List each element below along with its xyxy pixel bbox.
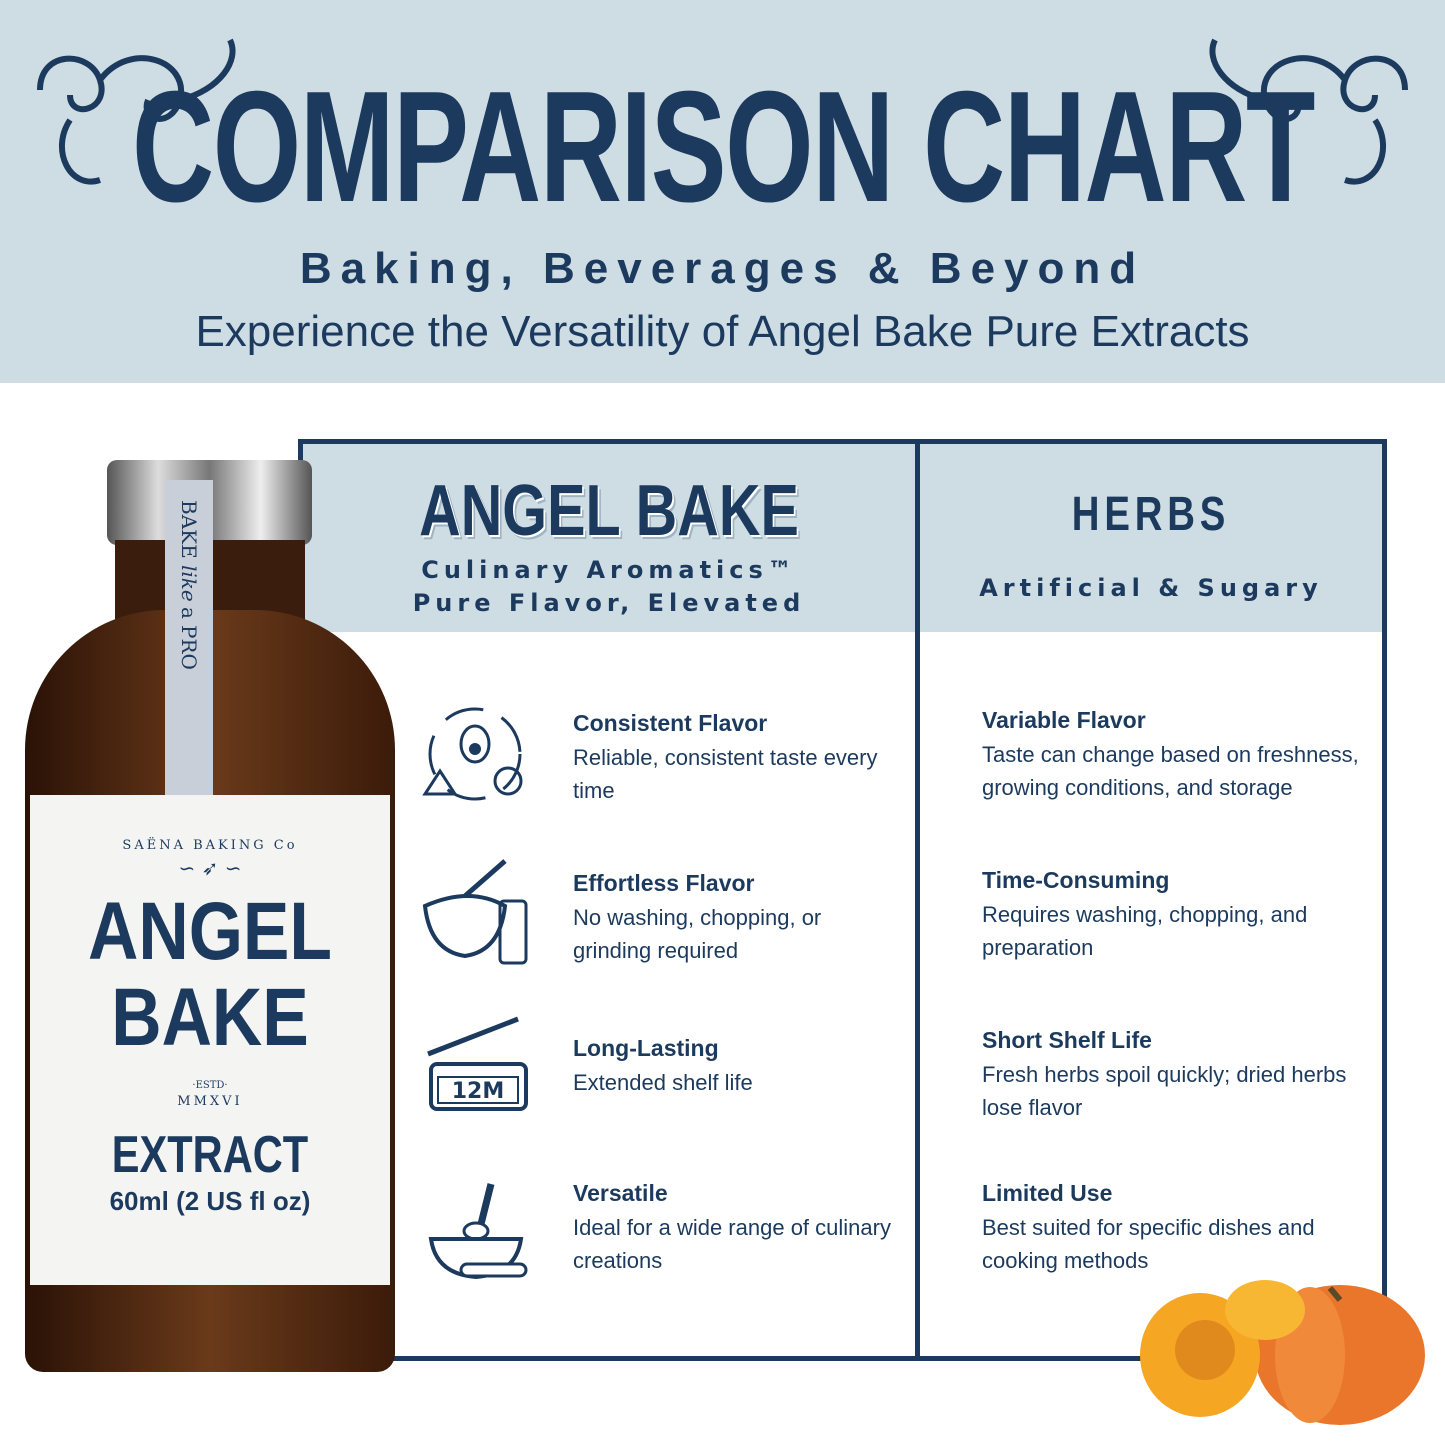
feature-item: Effortless Flavor No washing, chopping, o… — [573, 869, 903, 967]
maker-name: SAËNA BAKING Co — [122, 838, 298, 853]
fruit-cycle-icon — [422, 707, 523, 801]
whisk-bowl-icon — [428, 1183, 528, 1280]
column-header-band — [303, 444, 1382, 632]
feature-heading: Effortless Flavor — [573, 870, 755, 896]
estd-year: MMXVI — [177, 1094, 243, 1109]
feature-item: Time-Consuming Requires washing, chopping… — [982, 866, 1372, 964]
feature-text: Fresh herbs spoil quickly; dried herbs l… — [982, 1062, 1347, 1120]
tag-text: like — [177, 564, 201, 602]
feature-heading: Versatile — [573, 1180, 668, 1206]
feature-item: Versatile Ideal for a wide range of culin… — [573, 1179, 903, 1277]
jar-12m-icon: 12M — [427, 1016, 528, 1111]
feature-item: Variable Flavor Taste can change based on… — [982, 706, 1372, 804]
product-name: ANGEL — [88, 886, 332, 977]
feature-heading: Long-Lasting — [573, 1035, 719, 1061]
feature-item: Consistent Flavor Reliable, consistent ta… — [573, 709, 903, 807]
feature-text: Taste can change based on freshness, gro… — [982, 742, 1359, 800]
bottle-tag: BAKE like a PRO — [165, 480, 213, 810]
feature-text: Extended shelf life — [573, 1070, 753, 1095]
feature-heading: Consistent Flavor — [573, 710, 768, 736]
tag-text: a — [177, 607, 201, 620]
tag-text: BAKE — [177, 500, 201, 559]
header-banner: COMPARISON CHART Baking, Beverages & Bey… — [0, 0, 1445, 383]
feature-text: Ideal for a wide range of culinary creat… — [573, 1215, 891, 1273]
estd-label: ·ESTD· — [192, 1080, 228, 1091]
column-divider — [915, 444, 920, 1356]
feature-item: Short Shelf Life Fresh herbs spoil quickl… — [982, 1026, 1372, 1124]
column-tagline: Pure Flavor, Elevated — [412, 589, 806, 617]
page-title: COMPARISON CHART — [131, 59, 1315, 235]
subtitle: Baking, Beverages & Beyond — [299, 244, 1146, 293]
swirl-ornament-icon — [1209, 38, 1408, 185]
column-title: ANGEL BAKE — [419, 471, 799, 551]
feature-heading: Variable Flavor — [982, 707, 1146, 733]
bird-icon: ∽ ➶ ∽ — [178, 856, 242, 880]
feature-item: Limited Use Best suited for specific dish… — [982, 1179, 1372, 1277]
mixing-bowl-dropper-icon — [422, 859, 528, 965]
column-tagline: Culinary Aromatics™ — [421, 556, 797, 584]
tagline: Experience the Versatility of Angel Bake… — [195, 307, 1250, 356]
product-volume: 60ml (2 US fl oz) — [109, 1186, 311, 1216]
feature-text: Requires washing, chopping, and preparat… — [982, 902, 1308, 960]
feature-heading: Time-Consuming — [982, 867, 1170, 893]
pumpkin-image — [1140, 1280, 1425, 1425]
product-bottle: BAKE like a PRO SAËNA BAKING Co ∽ ➶ ∽ AN… — [25, 460, 395, 1372]
feature-item: Long-Lasting Extended shelf life — [573, 1034, 903, 1099]
product-name: BAKE — [111, 972, 309, 1063]
feature-heading: Limited Use — [982, 1180, 1113, 1206]
column-title: HERBS — [1071, 488, 1231, 541]
svg-text:12M: 12M — [452, 1079, 505, 1104]
product-type: EXTRACT — [111, 1126, 309, 1184]
column-tagline: Artificial & Sugary — [979, 574, 1323, 602]
tag-text: PRO — [177, 625, 201, 671]
feature-text: Best suited for specific dishes and cook… — [982, 1215, 1315, 1273]
feature-text: No washing, chopping, or grinding requir… — [573, 905, 822, 963]
feature-heading: Short Shelf Life — [982, 1027, 1152, 1053]
feature-text: Reliable, consistent taste every time — [573, 745, 878, 803]
swirl-ornament-icon — [37, 38, 236, 185]
bottle-label: SAËNA BAKING Co ∽ ➶ ∽ ANGEL BAKE ·ESTD· … — [30, 795, 390, 1285]
comparison-table: ANGEL BAKE Culinary Aromatics™ Pure Flavo… — [298, 439, 1387, 1361]
